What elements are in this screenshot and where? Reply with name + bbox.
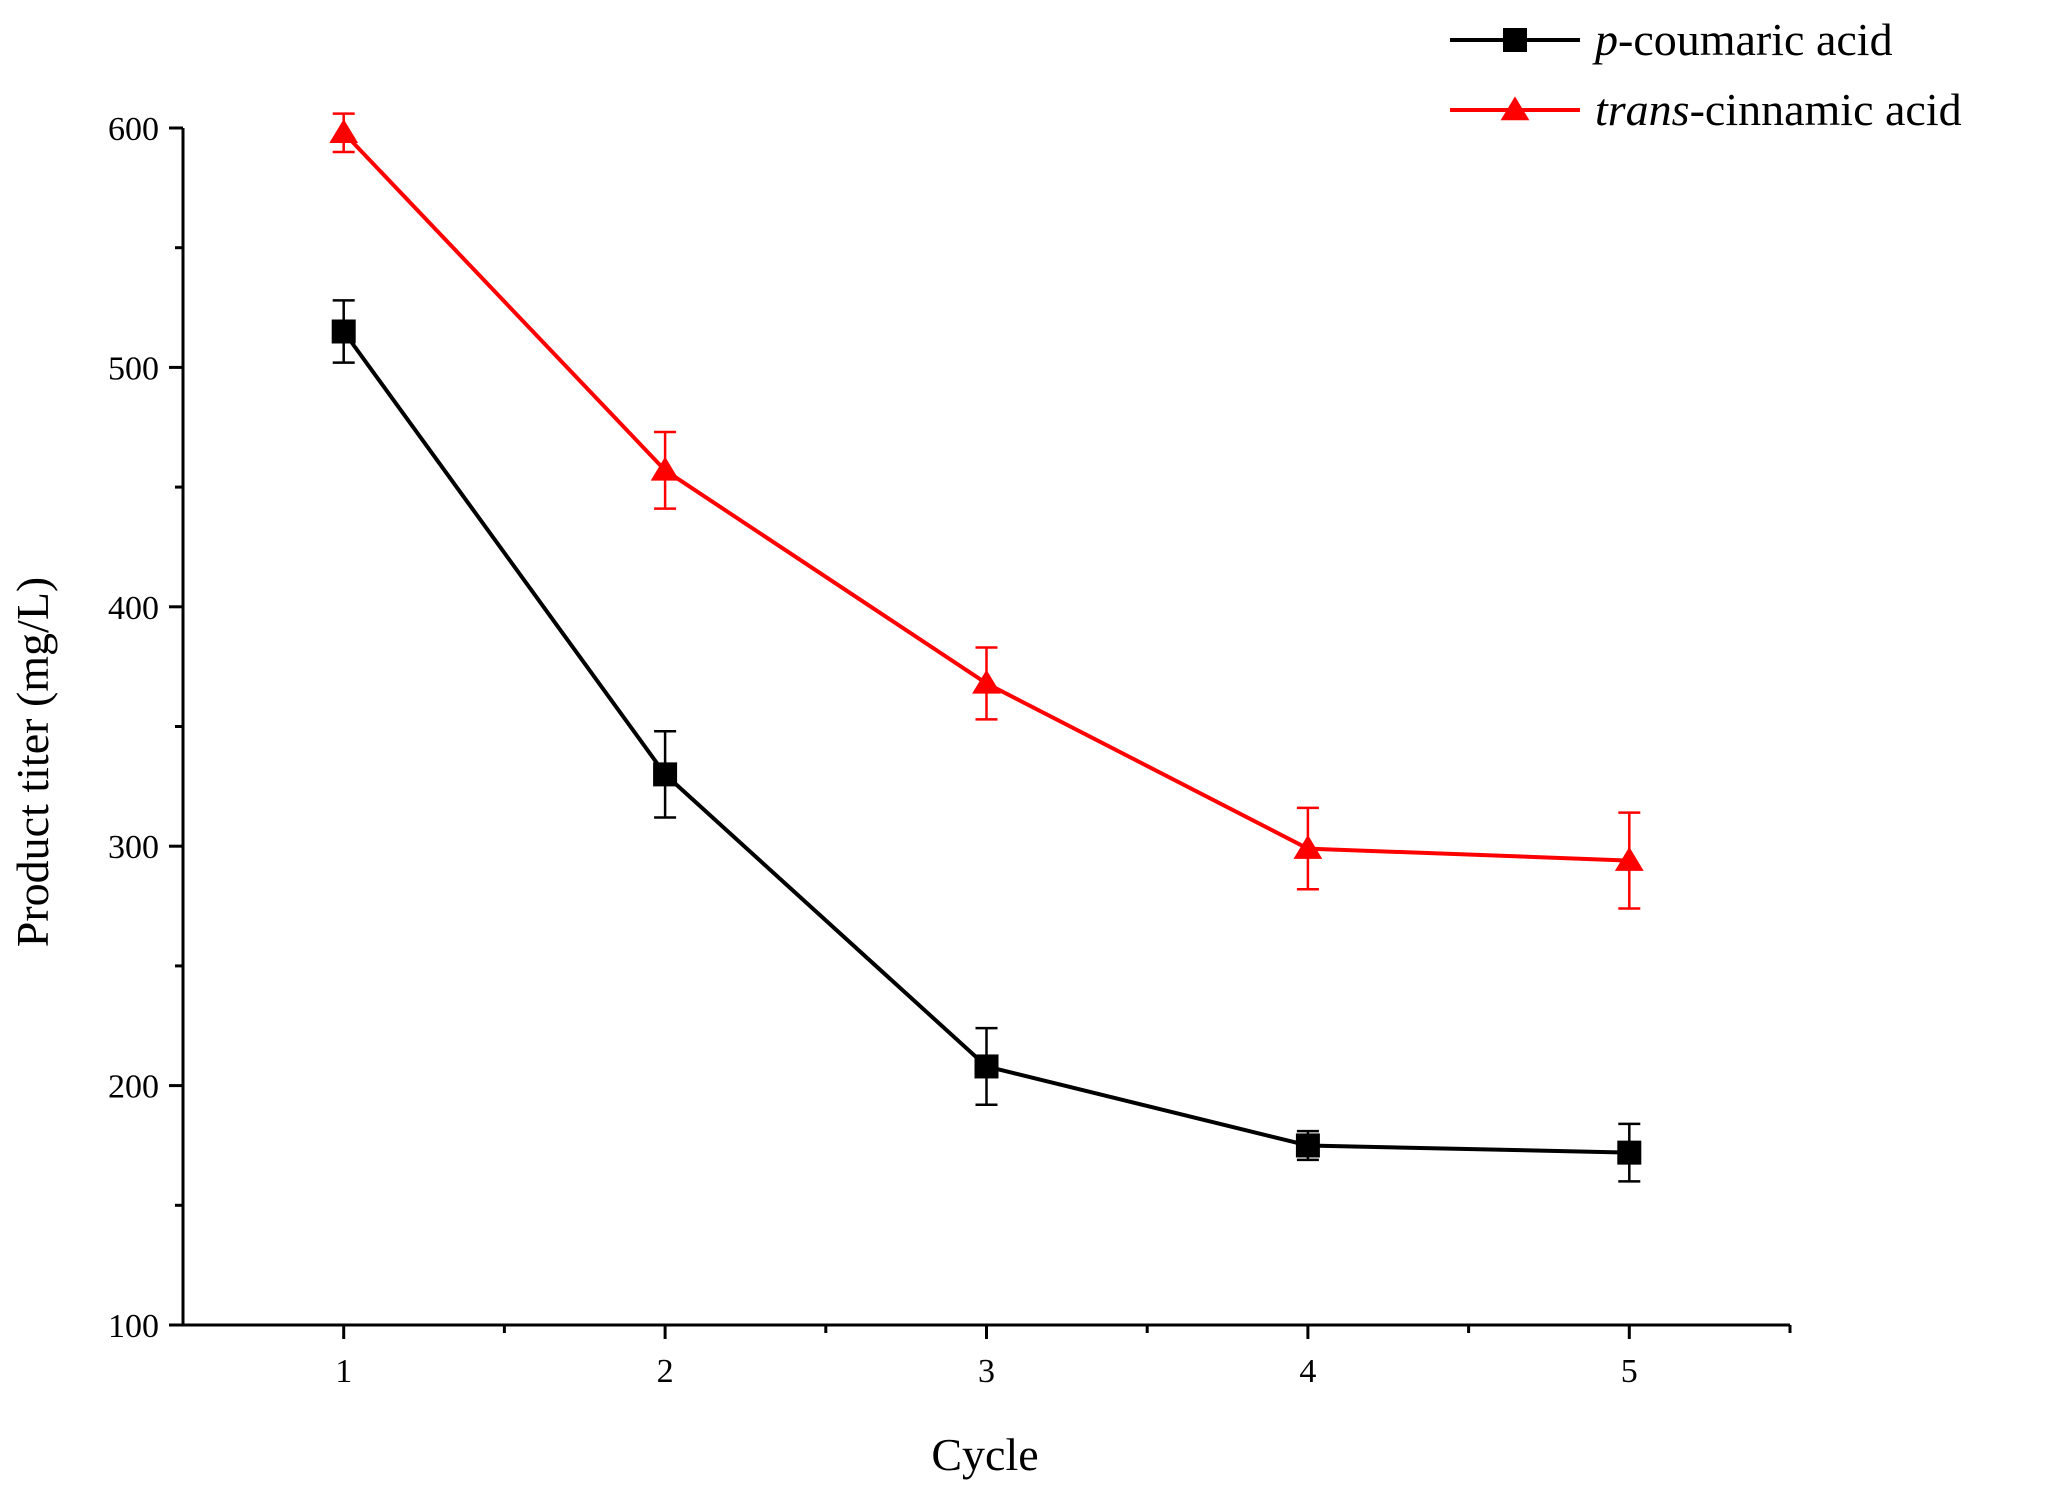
- x-tick-label: 5: [1621, 1353, 1638, 1390]
- legend-item-1: p-coumaric acid: [1450, 14, 1893, 65]
- y-tick-label: 100: [108, 1308, 159, 1345]
- y-axis-title: Product titer (mg/L): [7, 577, 58, 947]
- data-point: [1614, 846, 1644, 871]
- x-tick-label: 4: [1299, 1353, 1316, 1390]
- y-tick-label: 200: [108, 1069, 159, 1106]
- x-tick-label: 3: [978, 1353, 995, 1390]
- data-point: [650, 456, 680, 481]
- legend-label: p-coumaric acid: [1592, 14, 1893, 65]
- series-1: [331, 299, 1642, 1183]
- axes: 100 200 300 400 500 600 1 2 3 4 5: [108, 111, 1792, 1390]
- y-tick-label: 300: [108, 829, 159, 866]
- data-point: [1293, 834, 1323, 859]
- series-2: [329, 112, 1644, 910]
- data-point: [1295, 1133, 1320, 1158]
- y-tick-label: 600: [108, 111, 159, 148]
- data-point: [1617, 1140, 1642, 1165]
- y-tick-label: 400: [108, 590, 159, 627]
- legend-label: trans-cinnamic acid: [1595, 84, 1962, 135]
- data-point: [974, 1054, 999, 1079]
- data-point: [331, 319, 356, 344]
- series-layer: [329, 112, 1644, 1183]
- legend-item-2: trans-cinnamic acid: [1450, 84, 1962, 135]
- data-point: [653, 762, 678, 787]
- data-point: [972, 669, 1001, 694]
- legend-marker: [1503, 28, 1527, 52]
- legend: p-coumaric acid trans-cinnamic acid: [1450, 14, 1962, 135]
- x-tick-label: 2: [657, 1353, 674, 1390]
- legend-marker: [1500, 96, 1530, 121]
- x-axis-title: Cycle: [931, 1429, 1038, 1480]
- series-line: [342, 131, 1630, 863]
- x-tick-label: 1: [335, 1353, 352, 1390]
- data-point: [329, 119, 359, 144]
- y-tick-label: 500: [108, 350, 159, 387]
